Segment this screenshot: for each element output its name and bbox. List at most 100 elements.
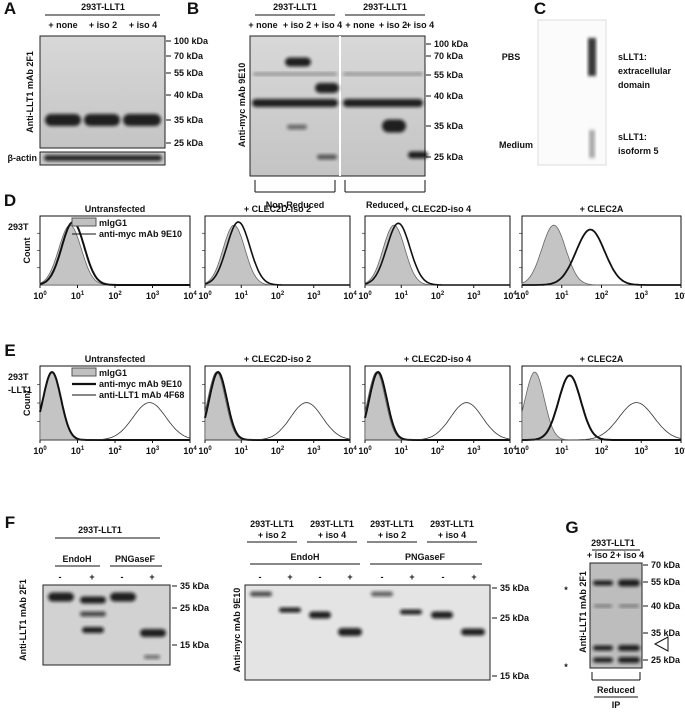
- lane-label: + iso 4: [616, 550, 644, 560]
- x-tick-label: 102: [271, 446, 285, 456]
- band: [315, 83, 339, 93]
- band: [317, 154, 337, 160]
- band: [250, 591, 272, 597]
- condition: Reduced: [366, 200, 404, 210]
- band: [618, 579, 640, 587]
- band: [382, 119, 406, 133]
- marker-label: 25 kDa: [434, 152, 464, 162]
- enzyme: EndoH: [291, 552, 320, 562]
- tick-base: 10: [595, 291, 605, 301]
- x-tick-label: 102: [271, 291, 285, 301]
- tick-base: 10: [235, 446, 245, 456]
- marker-label: 35 kDa: [180, 581, 210, 591]
- tick-exponent: 2: [441, 446, 445, 452]
- panel-letter: D: [4, 191, 16, 210]
- histogram-curve: [40, 402, 191, 441]
- panel-letter: A: [4, 0, 16, 18]
- tick-exponent: 1: [81, 291, 85, 297]
- tick-base: 10: [431, 446, 441, 456]
- x-tick-label: 104: [343, 291, 357, 301]
- tick-base: 10: [515, 291, 525, 301]
- cell-line: 293T-LLT1: [310, 519, 354, 529]
- tick-base: 10: [108, 446, 118, 456]
- y-label: Anti-myc mAb 9E10: [232, 588, 242, 673]
- band: [618, 645, 640, 651]
- y-label: Anti-LLT1 mAb 2F1: [25, 51, 35, 133]
- tick-exponent: 4: [353, 291, 357, 297]
- tick-exponent: 4: [513, 446, 517, 452]
- plot-title: + CLEC2D-iso 4: [404, 204, 471, 214]
- band: [144, 655, 160, 659]
- band: [594, 604, 612, 608]
- band-label: extracellular: [618, 66, 672, 76]
- tick-exponent: 0: [368, 446, 372, 452]
- plot-title: + CLEC2A: [580, 204, 624, 214]
- asterisk: *: [564, 662, 568, 672]
- band: [338, 628, 362, 636]
- tick-base: 10: [235, 291, 245, 301]
- x-tick-label: 103: [307, 291, 321, 301]
- tick-base: 10: [271, 291, 281, 301]
- lane-label: + iso 2: [587, 550, 615, 560]
- lane-label: + iso 4: [314, 20, 342, 30]
- band: [371, 591, 393, 597]
- tick-base: 10: [146, 291, 156, 301]
- row-label: Medium: [499, 140, 533, 150]
- x-tick-label: 101: [395, 446, 409, 456]
- band: [400, 609, 422, 615]
- histogram-curve: [204, 221, 350, 286]
- panel-letter: E: [4, 341, 15, 360]
- tick-base: 10: [343, 446, 353, 456]
- x-tick-label: 103: [467, 446, 481, 456]
- histogram-curve: [204, 371, 350, 441]
- blot: [589, 562, 643, 669]
- band: [82, 627, 104, 633]
- legend-swatch: [71, 367, 97, 377]
- x-tick-label: 102: [108, 446, 122, 456]
- lane-label: -: [121, 572, 124, 582]
- band-label: isoform 5: [618, 146, 659, 156]
- tick-exponent: 0: [43, 291, 47, 297]
- tick-exponent: 2: [281, 291, 285, 297]
- y-label: Count: [22, 390, 32, 416]
- band: [45, 114, 81, 126]
- tick-exponent: 2: [281, 446, 285, 452]
- band: [84, 114, 120, 126]
- marker-label: 70 kDa: [174, 51, 204, 61]
- lane-label: -: [259, 572, 262, 582]
- cell-line: 293T-LLT1: [250, 519, 294, 529]
- cell-line: 293T-LLT1: [430, 519, 474, 529]
- tick-base: 10: [674, 291, 684, 301]
- lane-label: + iso 2: [89, 20, 117, 30]
- marker-label: 25 kDa: [174, 138, 204, 148]
- tick-base: 10: [198, 291, 208, 301]
- cell-line: 293T-LLT1: [81, 2, 125, 12]
- marker-label: 55 kDa: [651, 577, 681, 587]
- histogram-curve: [39, 221, 190, 286]
- tick-base: 10: [503, 291, 513, 301]
- tick-base: 10: [555, 291, 565, 301]
- y-label: Anti-LLT1 mAb 2F1: [18, 579, 28, 661]
- enzyme: PNGaseF: [405, 552, 446, 562]
- band: [287, 124, 307, 130]
- marker-label: 35 kDa: [434, 121, 464, 131]
- band-label: domain: [618, 80, 650, 90]
- lane-label: + none: [48, 20, 77, 30]
- marker-label: 35 kDa: [500, 583, 530, 593]
- cell-line: + iso 4: [318, 530, 346, 540]
- band-label: sLLT1:: [618, 132, 647, 142]
- tick-exponent: 0: [208, 291, 212, 297]
- cell-line: 293T-LLT1: [591, 538, 635, 548]
- legend-label: mIgG1: [99, 368, 127, 378]
- marker-label: 40 kDa: [174, 90, 204, 100]
- legend-swatch: [71, 217, 97, 227]
- blot: [39, 35, 166, 149]
- cell-line: + iso 2: [378, 530, 406, 540]
- tick-exponent: 0: [43, 446, 47, 452]
- legend-label: anti-LLT1 mAb 4F68: [99, 390, 184, 400]
- condition: Non-Reduced: [266, 200, 325, 210]
- histogram-curve: [365, 402, 511, 441]
- tick-exponent: 3: [477, 291, 481, 297]
- tick-exponent: 1: [245, 291, 249, 297]
